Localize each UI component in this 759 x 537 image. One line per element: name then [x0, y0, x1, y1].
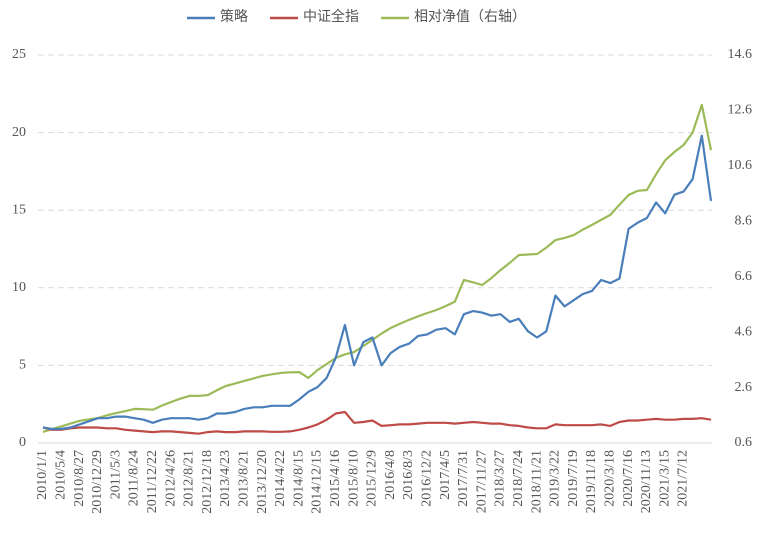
x-tick-label: 2014/12/15 [310, 450, 325, 514]
x-tick-label: 2016/4/8 [383, 450, 398, 500]
x-tick-label: 2018/7/24 [511, 450, 526, 507]
x-tick-label: 2016/8/3 [401, 450, 416, 500]
y-tick-label: 15 [12, 202, 26, 217]
y2-tick-label: 14.6 [728, 47, 753, 62]
x-tick-label: 2019/11/18 [584, 450, 599, 513]
x-tick-label: 2012/12/18 [200, 450, 215, 514]
y2-tick-label: 12.6 [728, 103, 753, 118]
x-tick-label: 2013/4/23 [218, 450, 233, 507]
y2-tick-label: 4.6 [735, 324, 753, 339]
y2-tick-label: 6.6 [735, 269, 753, 284]
x-tick-label: 2017/11/27 [474, 450, 489, 513]
x-tick-label: 2021/3/15 [657, 450, 672, 507]
y-tick-label: 10 [12, 280, 26, 295]
x-tick-label: 2017/7/31 [456, 450, 471, 507]
x-tick-label: 2013/12/20 [255, 450, 270, 514]
x-tick-label: 2010/8/27 [72, 450, 87, 507]
x-tick-label: 2018/3/27 [493, 450, 508, 507]
y2-tick-label: 0.6 [735, 435, 753, 450]
legend-label: 相对净值（右轴） [414, 9, 526, 25]
x-tick-label: 2015/12/9 [365, 450, 380, 507]
x-tick-label: 2016/12/2 [420, 450, 435, 507]
x-tick-label: 2019/7/19 [566, 450, 581, 507]
x-tick-label: 2019/3/22 [548, 450, 563, 507]
y-tick-label: 25 [12, 47, 26, 62]
x-tick-label: 2012/8/21 [182, 450, 197, 507]
x-tick-label: 2021/7/12 [676, 450, 691, 507]
x-tick-label: 2010/1/1 [35, 450, 50, 500]
y-tick-label: 5 [19, 358, 26, 373]
x-tick-label: 2014/4/22 [273, 450, 288, 507]
x-tick-label: 2011/8/24 [127, 450, 142, 506]
x-tick-label: 2018/11/21 [529, 450, 544, 513]
x-tick-label: 2017/4/5 [438, 450, 453, 500]
series-line [42, 103, 713, 433]
y2-tick-label: 8.6 [735, 214, 753, 229]
x-tick-label: 2013/8/21 [237, 450, 252, 507]
x-tick-label: 2015/8/10 [346, 450, 361, 507]
y2-tick-label: 2.6 [735, 380, 753, 395]
legend-label: 策略 [220, 8, 248, 25]
x-tick-label: 2020/11/13 [639, 450, 654, 513]
x-tick-label: 2011/12/22 [145, 450, 160, 513]
x-tick-label: 2014/8/15 [291, 450, 306, 507]
legend-label: 中证全指 [303, 8, 359, 25]
y2-tick-label: 10.6 [728, 158, 753, 173]
x-tick-label: 2015/4/16 [328, 450, 343, 507]
x-tick-label: 2012/4/26 [163, 450, 178, 507]
series-line [42, 410, 712, 435]
x-tick-label: 2010/5/4 [54, 450, 69, 500]
x-tick-label: 2010/12/29 [90, 450, 105, 514]
x-tick-label: 2011/5/3 [108, 450, 123, 499]
x-tick-label: 2020/3/18 [603, 450, 618, 507]
y-tick-label: 0 [19, 435, 26, 450]
y-tick-label: 20 [12, 125, 26, 140]
series-line [42, 134, 713, 431]
x-tick-label: 2020/7/16 [621, 450, 636, 507]
